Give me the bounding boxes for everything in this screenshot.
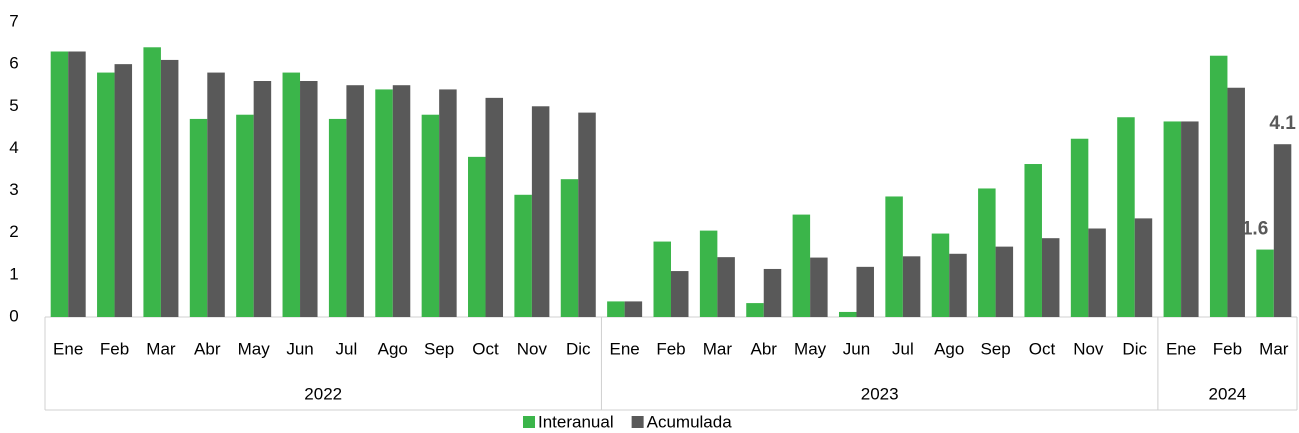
bar (856, 266, 874, 317)
x-tick-label: Mar (1259, 339, 1289, 358)
x-tick-label: Ago (378, 339, 408, 358)
bar (717, 257, 735, 317)
bar (1181, 121, 1199, 317)
legend-label: Interanual (538, 412, 614, 431)
bar (485, 97, 504, 317)
bar (1024, 164, 1042, 317)
bar (421, 114, 440, 317)
bar (160, 59, 179, 318)
x-tick-label: Jun (286, 339, 313, 358)
x-tick-label: Ene (53, 339, 83, 358)
bar (50, 51, 69, 317)
bar (699, 230, 718, 317)
bar (792, 214, 811, 317)
bar (995, 246, 1014, 317)
bar (838, 311, 857, 317)
x-tick-label: Ene (1166, 339, 1196, 358)
y-tick-label: 4 (9, 138, 18, 157)
bar (902, 256, 921, 317)
bar (300, 81, 318, 317)
bar (1041, 238, 1060, 317)
bar (328, 118, 347, 317)
bar (531, 106, 550, 318)
bar (1117, 117, 1135, 317)
y-tick-label: 1 (9, 264, 18, 283)
bar (282, 72, 301, 317)
x-tick-label: Jun (843, 339, 870, 358)
bar (560, 179, 579, 317)
x-tick-label: Dic (566, 339, 591, 358)
bar (978, 188, 996, 317)
data-label: 4.1 (1269, 113, 1296, 134)
x-tick-label: Ene (610, 339, 640, 358)
group-label: 2023 (861, 384, 899, 403)
bar (607, 301, 625, 317)
x-tick-label: Jul (336, 339, 358, 358)
x-tick-label: Dic (1122, 339, 1147, 358)
bar (468, 156, 486, 317)
y-tick-label: 2 (9, 222, 18, 241)
bar (207, 72, 225, 317)
bar (746, 303, 764, 317)
bar (514, 194, 532, 317)
bar (189, 118, 208, 317)
bar (931, 233, 950, 317)
bar (1256, 249, 1274, 317)
bar (1088, 228, 1106, 317)
data-label: 1.6 (1242, 219, 1268, 240)
legend-swatch (523, 416, 535, 428)
y-tick-label: 7 (9, 11, 18, 30)
bar (949, 253, 967, 317)
y-tick-label: 5 (9, 96, 18, 115)
bar (114, 64, 133, 318)
legend-label: Acumulada (647, 412, 733, 431)
x-tick-label: Jul (892, 339, 914, 358)
x-tick-label: Ago (934, 339, 964, 358)
bar (143, 47, 161, 318)
y-tick-label: 6 (9, 54, 18, 73)
bar (624, 301, 643, 317)
x-tick-label: Nov (517, 339, 548, 358)
bar (236, 114, 254, 317)
x-tick-label: Oct (1029, 339, 1056, 358)
x-tick-label: Feb (656, 339, 685, 358)
bar (375, 89, 393, 317)
x-tick-label: Sep (980, 339, 1010, 358)
bar (578, 112, 596, 317)
bar (97, 72, 115, 317)
bar (1070, 138, 1089, 317)
bar (439, 89, 457, 317)
bar (1227, 87, 1245, 317)
x-tick-label: Nov (1073, 339, 1104, 358)
bar (1273, 144, 1292, 317)
x-tick-label: Mar (703, 339, 733, 358)
group-label: 2022 (304, 384, 342, 403)
x-tick-label: Abr (751, 339, 778, 358)
x-tick-label: Sep (424, 339, 454, 358)
x-tick-label: Feb (1213, 339, 1242, 358)
x-tick-label: May (794, 339, 827, 358)
y-tick-label: 3 (9, 180, 18, 199)
x-tick-label: Feb (100, 339, 129, 358)
bar (1209, 55, 1228, 317)
bar (885, 196, 903, 317)
bar (346, 85, 364, 317)
bar (68, 51, 86, 317)
bar (810, 257, 828, 317)
bar (1163, 121, 1182, 317)
bar (392, 85, 411, 317)
group-label: 2024 (1209, 384, 1247, 403)
bar (1134, 218, 1153, 317)
y-tick-label: 0 (9, 306, 18, 325)
bar (763, 268, 782, 317)
x-tick-label: Abr (194, 339, 221, 358)
bar (671, 271, 689, 317)
x-tick-label: May (238, 339, 271, 358)
legend-swatch (631, 416, 644, 428)
bar (653, 241, 671, 317)
bar (253, 81, 272, 317)
x-tick-label: Oct (472, 339, 499, 358)
x-tick-label: Mar (146, 339, 176, 358)
